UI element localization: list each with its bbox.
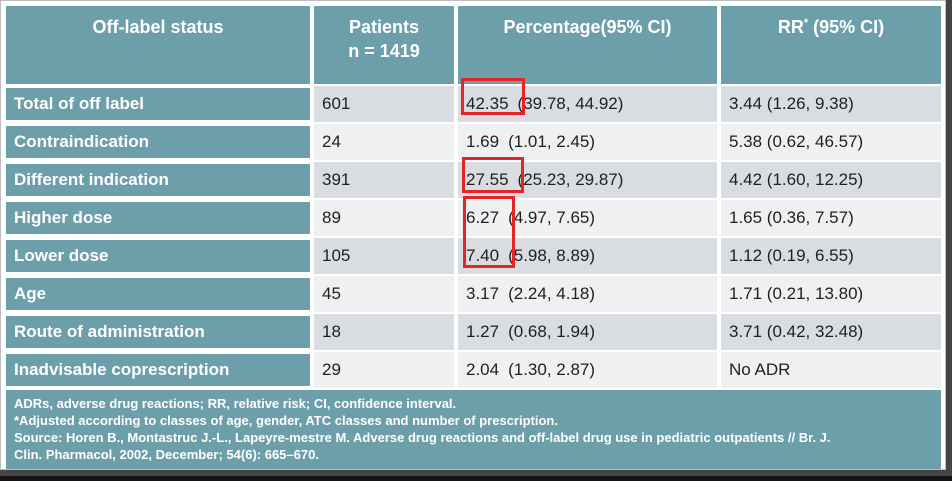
percentage-value: 2.04 xyxy=(466,360,500,379)
patients-cell: 89 xyxy=(314,200,454,236)
percentage-cell: 1.69 (1.01, 2.45) xyxy=(458,124,717,160)
footnote-block: ADRs, adverse drug reactions; RR, relati… xyxy=(6,390,941,469)
rr-cell: 5.38 (0.62, 46.57) xyxy=(721,124,941,160)
row-label: Lower dose xyxy=(6,240,310,272)
percentage-ci: (0.68, 1.94) xyxy=(508,322,596,341)
header-label-line1: Patients xyxy=(348,17,420,37)
percentage-cell: 2.04 (1.30, 2.87) xyxy=(458,352,717,388)
percentage-ci: (25.23, 29.87) xyxy=(517,170,624,189)
row-label: Total of off label xyxy=(6,88,310,120)
bottom-edge-divider xyxy=(0,476,952,481)
footnote-abbreviations: ADRs, adverse drug reactions; RR, relati… xyxy=(14,396,457,411)
percentage-cell: 27.55 (25.23, 29.87) xyxy=(458,162,717,198)
patients-cell: 601 xyxy=(314,86,454,122)
footnote-source-line2: Clin. Pharmacol, 2002, December; 54(6): … xyxy=(14,447,319,462)
row-label: Age xyxy=(6,278,310,310)
footnote-source-line1: Source: Horen B., Montastruc J.-L., Lape… xyxy=(14,430,831,445)
patients-cell: 18 xyxy=(314,314,454,350)
rr-cell: 3.44 (1.26, 9.38) xyxy=(721,86,941,122)
footnote-adjustment: *Adjusted according to classes of age, g… xyxy=(14,413,558,428)
percentage-ci: (2.24, 4.18) xyxy=(508,284,596,303)
header-label: RR* (95% CI) xyxy=(777,17,885,37)
patients-cell: 24 xyxy=(314,124,454,160)
percentage-ci: (5.98, 8.89) xyxy=(508,246,596,265)
rr-cell: 3.71 (0.42, 32.48) xyxy=(721,314,941,350)
rr-cell: No ADR xyxy=(721,352,941,388)
percentage-cell: 1.27 (0.68, 1.94) xyxy=(458,314,717,350)
percentage-cell: 3.17 (2.24, 4.18) xyxy=(458,276,717,312)
percentage-ci: (1.01, 2.45) xyxy=(508,132,596,151)
header-label: Off-label status xyxy=(92,17,224,37)
percentage-value: 1.27 xyxy=(466,322,500,341)
row-label: Different indication xyxy=(6,164,310,196)
percentage-value: 3.17 xyxy=(466,284,500,303)
rr-cell: 1.12 (0.19, 6.55) xyxy=(721,238,941,274)
patients-cell: 45 xyxy=(314,276,454,312)
column-header-percentage: Percentage(95% CI) xyxy=(458,6,717,84)
rr-cell: 4.42 (1.60, 12.25) xyxy=(721,162,941,198)
percentage-ci: (4.97, 7.65) xyxy=(508,208,596,227)
header-label-line2: n = 1419 xyxy=(348,41,420,61)
percentage-value: 42.35 xyxy=(466,94,509,113)
row-label: Contraindication xyxy=(6,126,310,158)
patients-cell: 29 xyxy=(314,352,454,388)
percentage-cell: 6.27 (4.97, 7.65) xyxy=(458,200,717,236)
column-header-patients: Patients n = 1419 xyxy=(314,6,454,84)
column-header-offlabel-status: Off-label status xyxy=(6,6,310,84)
rr-cell: 1.65 (0.36, 7.57) xyxy=(721,200,941,236)
percentage-value: 6.27 xyxy=(466,208,500,227)
rr-cell: 1.71 (0.21, 13.80) xyxy=(721,276,941,312)
percentage-value: 1.69 xyxy=(466,132,500,151)
percentage-cell: 42.35 (39.78, 44.92) xyxy=(458,86,717,122)
patients-cell: 105 xyxy=(314,238,454,274)
percentage-value: 27.55 xyxy=(466,170,509,189)
footnote-asterisk: * xyxy=(803,17,809,29)
offlabel-adr-table: Off-label status Patients n = 1419 Perce… xyxy=(1,1,945,474)
row-label: Higher dose xyxy=(6,202,310,234)
percentage-ci: (39.78, 44.92) xyxy=(517,94,624,113)
header-label: Percentage(95% CI) xyxy=(503,17,672,37)
column-header-rr: RR* (95% CI) xyxy=(721,6,941,84)
percentage-value: 7.40 xyxy=(466,246,500,265)
row-label: Route of administration xyxy=(6,316,310,348)
table-slide: Off-label status Patients n = 1419 Perce… xyxy=(0,0,946,470)
row-label: Inadvisable coprescription xyxy=(6,354,310,386)
percentage-ci: (1.30, 2.87) xyxy=(508,360,596,379)
percentage-cell: 7.40 (5.98, 8.89) xyxy=(458,238,717,274)
patients-cell: 391 xyxy=(314,162,454,198)
